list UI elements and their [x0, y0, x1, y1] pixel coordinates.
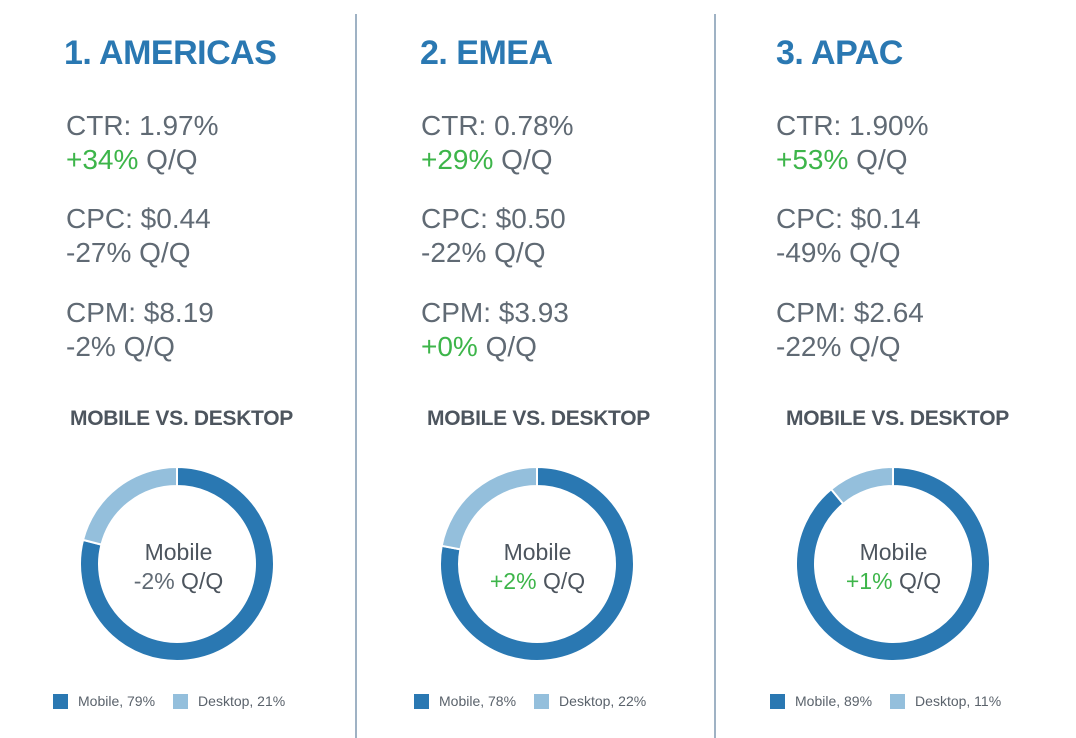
- cpc-metric: CPC: $0.44 -27% Q/Q: [66, 202, 211, 270]
- region-panel-americas: 1. AMERICAS CTR: 1.97% +34% Q/Q CPC: $0.…: [0, 0, 359, 738]
- center-suffix: Q/Q: [892, 568, 942, 594]
- legend-swatch: [173, 693, 189, 709]
- metric-label: CPM: $2.64: [776, 297, 924, 328]
- legend-item-mobile: Mobile, 78%: [414, 693, 516, 709]
- center-change: +1%: [845, 568, 893, 594]
- legend-label: Desktop, 11%: [915, 693, 1002, 709]
- metric-label: CPC: $0.14: [776, 203, 921, 234]
- metric-label: CTR: 0.78%: [421, 110, 574, 141]
- cpm-metric: CPM: $8.19 -2% Q/Q: [66, 296, 214, 364]
- cpc-metric: CPC: $0.50 -22% Q/Q: [421, 202, 566, 270]
- center-suffix: Q/Q: [174, 568, 224, 594]
- center-label: Mobile: [144, 539, 213, 565]
- column-divider: [714, 14, 716, 738]
- metric-change: -22%: [421, 237, 487, 268]
- donut-slice-desktop: [440, 465, 538, 551]
- chart-legend: Mobile, 78% Desktop, 22%: [414, 693, 646, 709]
- chart-subhead: MOBILE VS. DESKTOP: [427, 407, 650, 430]
- donut-slice-mobile: [795, 465, 991, 662]
- donut-slice-mobile: [439, 465, 635, 662]
- metric-change: -22%: [776, 331, 842, 362]
- legend-swatch: [770, 693, 785, 709]
- donut-chart: [795, 465, 991, 662]
- metric-suffix: Q/Q: [841, 237, 901, 268]
- region-panel-apac: 3. APAC CTR: 1.90% +53% Q/Q CPC: $0.14 -…: [718, 0, 1076, 738]
- metric-suffix: Q/Q: [477, 331, 537, 362]
- region-title: 1. AMERICAS: [64, 34, 277, 72]
- ctr-metric: CTR: 1.97% +34% Q/Q: [66, 109, 219, 177]
- metric-suffix: Q/Q: [131, 237, 191, 268]
- donut-slice-mobile: [79, 465, 275, 662]
- metric-suffix: Q/Q: [841, 331, 901, 362]
- metric-label: CPM: $3.93: [421, 297, 569, 328]
- metric-change: +0%: [421, 331, 478, 362]
- donut-center-label: Mobile +2% Q/Q: [358, 538, 717, 596]
- donut-slice-desktop: [829, 465, 894, 506]
- donut-center-label: Mobile +1% Q/Q: [714, 538, 1073, 596]
- region-panel-emea: 2. EMEA CTR: 0.78% +29% Q/Q CPC: $0.50 -…: [359, 0, 718, 738]
- column-divider: [355, 14, 357, 738]
- legend-item-desktop: Desktop, 11%: [890, 693, 1001, 709]
- region-title: 2. EMEA: [420, 34, 553, 72]
- metric-change: -27%: [66, 237, 132, 268]
- metric-suffix: Q/Q: [138, 144, 198, 175]
- metric-suffix: Q/Q: [115, 331, 175, 362]
- metric-change: +34%: [66, 144, 139, 175]
- metric-label: CTR: 1.97%: [66, 110, 219, 141]
- chart-subhead: MOBILE VS. DESKTOP: [70, 407, 293, 430]
- donut-slice-desktop: [81, 465, 178, 546]
- legend-swatch: [53, 693, 68, 709]
- legend-label: Desktop, 22%: [559, 693, 647, 709]
- metric-change: +53%: [776, 144, 849, 175]
- legend-item-desktop: Desktop, 21%: [173, 693, 285, 709]
- chart-subhead: MOBILE VS. DESKTOP: [786, 407, 1009, 430]
- center-change: -2%: [133, 568, 175, 594]
- cpm-metric: CPM: $3.93 +0% Q/Q: [421, 296, 569, 364]
- legend-swatch: [414, 693, 429, 709]
- legend-item-mobile: Mobile, 89%: [770, 693, 872, 709]
- metric-suffix: Q/Q: [848, 144, 908, 175]
- metric-change: -49%: [776, 237, 842, 268]
- center-label: Mobile: [859, 539, 928, 565]
- center-change: +2%: [489, 568, 537, 594]
- metric-label: CPC: $0.50: [421, 203, 566, 234]
- legend-label: Desktop, 21%: [198, 693, 286, 709]
- legend-label: Mobile, 79%: [78, 693, 156, 709]
- chart-legend: Mobile, 89% Desktop, 11%: [770, 693, 1001, 709]
- donut-center-label: Mobile -2% Q/Q: [0, 538, 358, 596]
- metric-label: CPC: $0.44: [66, 203, 211, 234]
- metric-change: +29%: [421, 144, 494, 175]
- legend-swatch: [534, 693, 550, 709]
- center-label: Mobile: [503, 539, 572, 565]
- legend-label: Mobile, 78%: [439, 693, 517, 709]
- metric-label: CPM: $8.19: [66, 297, 214, 328]
- metric-change: -2%: [66, 331, 116, 362]
- donut-chart: [79, 465, 275, 662]
- metric-suffix: Q/Q: [493, 144, 553, 175]
- region-title: 3. APAC: [776, 34, 903, 72]
- legend-item-mobile: Mobile, 79%: [53, 693, 155, 709]
- metric-suffix: Q/Q: [486, 237, 546, 268]
- chart-legend: Mobile, 79% Desktop, 21%: [53, 693, 285, 709]
- donut-chart: [439, 465, 635, 662]
- legend-item-desktop: Desktop, 22%: [534, 693, 646, 709]
- metric-label: CTR: 1.90%: [776, 110, 929, 141]
- legend-label: Mobile, 89%: [795, 693, 873, 709]
- center-suffix: Q/Q: [536, 568, 586, 594]
- ctr-metric: CTR: 1.90% +53% Q/Q: [776, 109, 929, 177]
- cpm-metric: CPM: $2.64 -22% Q/Q: [776, 296, 924, 364]
- cpc-metric: CPC: $0.14 -49% Q/Q: [776, 202, 921, 270]
- ctr-metric: CTR: 0.78% +29% Q/Q: [421, 109, 574, 177]
- legend-swatch: [890, 693, 906, 709]
